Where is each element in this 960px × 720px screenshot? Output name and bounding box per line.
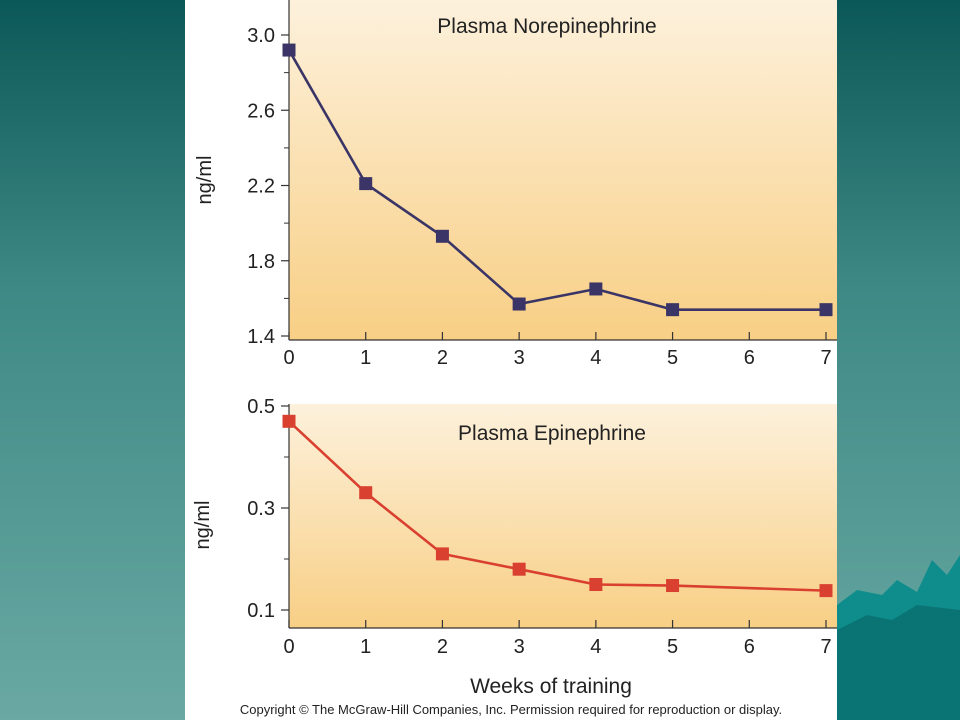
data-point-norepinephrine [666, 303, 680, 317]
data-point-norepinephrine [589, 282, 603, 296]
x-tick-label-epinephrine: 0 [283, 636, 294, 658]
data-point-epinephrine [282, 414, 296, 428]
data-point-norepinephrine [282, 43, 296, 57]
chart-epinephrine: Plasma Epinephrine ng/ml Weeks of traini… [192, 396, 837, 698]
x-tick-label-norepinephrine: 4 [590, 347, 601, 369]
chart-norepinephrine: Plasma Norepinephrine ng/ml 3.0 2.6 2.2 1.8… [194, 0, 837, 369]
y-axis-label-norepinephrine: ng/ml [194, 156, 216, 205]
data-point-norepinephrine [435, 229, 449, 243]
marks-epinephrine: 0.5 0.3 0.1 0 1 2 3 4 5 6 7 [247, 396, 833, 658]
copyright-notice: Copyright © The McGraw-Hill Companies, I… [239, 702, 783, 717]
data-point-epinephrine [819, 584, 833, 598]
marks-norepinephrine: 3.0 2.6 2.2 1.8 1.4 0 1 2 3 4 5 6 7 [247, 25, 833, 369]
y-tick-label-norepinephrine: 2.2 [247, 176, 275, 198]
plot-area-norepinephrine [289, 0, 837, 340]
y-tick-label-norepinephrine: 3.0 [247, 25, 275, 47]
data-point-epinephrine [589, 578, 603, 591]
plot-area-epinephrine [289, 404, 837, 628]
data-point-epinephrine [359, 486, 373, 500]
x-tick-label-norepinephrine: 1 [360, 347, 371, 369]
data-point-norepinephrine [819, 303, 833, 317]
y-tick-label-norepinephrine: 1.4 [247, 326, 275, 348]
x-tick-label-norepinephrine: 7 [820, 347, 831, 369]
data-point-norepinephrine [359, 177, 373, 191]
x-tick-label-epinephrine: 2 [437, 636, 448, 658]
data-point-epinephrine [666, 579, 680, 593]
data-point-norepinephrine [512, 297, 526, 311]
y-tick-label-epinephrine: 0.5 [247, 396, 275, 418]
x-tick-label-norepinephrine: 6 [744, 347, 755, 369]
x-tick-label-epinephrine: 5 [667, 636, 678, 658]
chart-canvas: Plasma Norepinephrine ng/ml 3.0 2.6 2.2 1.8… [192, 0, 837, 698]
chart-title-norepinephrine: Plasma Norepinephrine [437, 15, 656, 38]
mountain-decoration [837, 555, 960, 720]
x-tick-label-norepinephrine: 0 [283, 347, 294, 369]
slide-content: Plasma Norepinephrine ng/ml 3.0 2.6 2.2 1.8… [185, 0, 837, 720]
y-tick-label-norepinephrine: 2.6 [247, 100, 275, 122]
x-tick-label-norepinephrine: 3 [514, 347, 525, 369]
x-tick-label-epinephrine: 6 [744, 636, 755, 658]
y-tick-label-norepinephrine: 1.8 [247, 251, 275, 273]
x-tick-label-epinephrine: 7 [820, 636, 831, 658]
x-axis-label-epinephrine: Weeks of training [470, 675, 632, 698]
data-point-epinephrine [512, 562, 526, 576]
x-tick-label-epinephrine: 4 [590, 636, 601, 658]
y-axis-label-epinephrine: ng/ml [192, 501, 214, 550]
background-left-panel [0, 0, 185, 720]
x-tick-label-norepinephrine: 2 [437, 347, 448, 369]
y-tick-label-epinephrine: 0.3 [247, 498, 275, 520]
x-tick-label-norepinephrine: 5 [667, 347, 678, 369]
data-point-epinephrine [435, 547, 449, 561]
y-tick-label-epinephrine: 0.1 [247, 600, 275, 622]
x-tick-label-epinephrine: 1 [360, 636, 371, 658]
chart-title-epinephrine: Plasma Epinephrine [458, 422, 646, 445]
x-tick-label-epinephrine: 3 [514, 636, 525, 658]
